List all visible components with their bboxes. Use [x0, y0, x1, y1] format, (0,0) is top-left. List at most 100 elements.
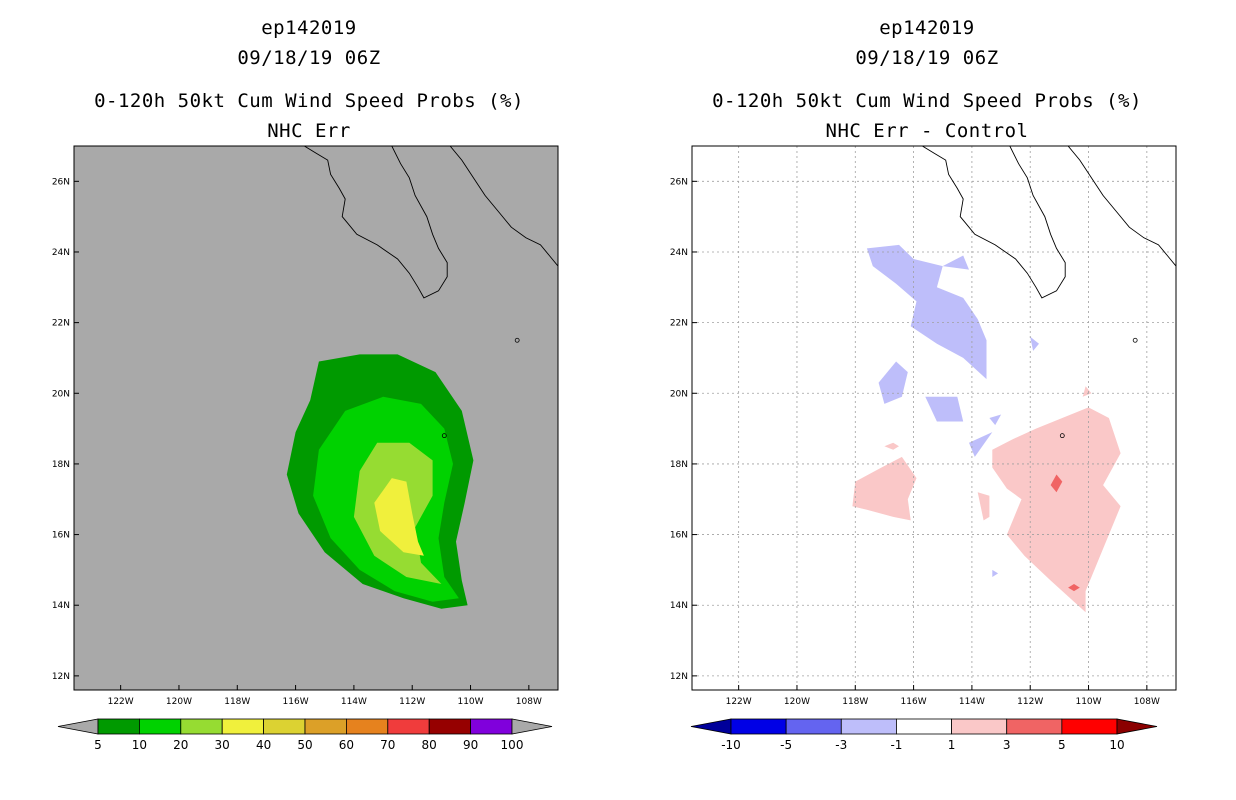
left-colorbar-swatch-2: [180, 718, 223, 735]
right-lon-label-7: 108W: [1134, 697, 1160, 707]
left-colorbar-swatch-5: [304, 718, 347, 735]
right-colorbar-label-5: 3: [1003, 738, 1011, 752]
left-colorbar-swatch-0: [97, 718, 140, 735]
right-colorbar-swatch-4: [951, 718, 1008, 735]
right-panel: ep142019 09/18/19 06Z 0-120h 50kt Cum Wi…: [618, 0, 1236, 800]
right-lon-label-3: 116W: [901, 697, 927, 707]
left-colorbar-label-2: 20: [173, 738, 188, 752]
right-colorbar-over: [1116, 718, 1158, 735]
right-map-svg: 122W 120W 118W 116W 114W 112W 110W 108W 26N 24N 22…: [670, 145, 1177, 752]
left-colorbar-swatch-6: [345, 718, 389, 735]
right-colorbar-swatch-6: [1061, 718, 1118, 735]
right-lat-label-6: 14N: [670, 601, 688, 611]
left-colorbar-label-8: 80: [422, 738, 437, 752]
left-plot-frame: [73, 145, 559, 691]
right-lat-label-7: 12N: [670, 672, 688, 682]
left-lon-label-1: 120W: [166, 697, 192, 707]
right-contour-1-9: [852, 456, 917, 521]
left-lon-label-2: 118W: [224, 697, 250, 707]
left-lat-label-4: 18N: [52, 460, 70, 470]
right-contour-1-11: [884, 442, 899, 450]
right-contour--3-1: [878, 361, 908, 404]
right-title-line-4: NHC Err - Control: [825, 120, 1029, 142]
right-contour--3-7: [992, 569, 999, 577]
right-colorbar-label-7: 10: [1109, 738, 1124, 752]
right-colorbar-swatch-1: [785, 718, 842, 735]
right-contour-1-12: [1082, 386, 1092, 397]
left-lat-label-0: 26N: [52, 177, 70, 187]
left-colorbar-label-9: 90: [463, 738, 478, 752]
right-contour--3-3: [969, 432, 993, 457]
right-colorbar-label-3: -1: [890, 738, 902, 752]
left-colorbar-label-10: 100: [501, 738, 524, 752]
left-colorbar: 5 10 20 30 40 50 60 70 80 90 100: [57, 718, 553, 752]
left-coastline-1: [449, 146, 558, 267]
left-island-1: [514, 337, 520, 343]
left-contour-30-3: [374, 478, 424, 556]
left-colorbar-label-6: 60: [339, 738, 354, 752]
right-lat-label-4: 18N: [670, 460, 688, 470]
left-colorbar-swatch-9: [470, 718, 513, 735]
left-title-line-2: 09/18/19 06Z: [237, 47, 381, 69]
right-lon-label-5: 112W: [1017, 697, 1043, 707]
right-colorbar-under: [690, 718, 732, 735]
right-plot-frame: [691, 145, 1177, 691]
right-island-0: [1059, 433, 1065, 439]
right-lon-label-2: 118W: [842, 697, 868, 707]
left-lat-label-2: 22N: [52, 319, 70, 329]
left-colorbar-swatch-3: [221, 718, 264, 735]
left-panel: ep142019 09/18/19 06Z 0-120h 50kt Cum Wi…: [52, 17, 559, 752]
right-colorbar-swatch-3: [896, 718, 952, 735]
left-lon-label-5: 112W: [399, 697, 425, 707]
left-colorbar-swatch-4: [263, 718, 306, 735]
left-lat-label-1: 24N: [52, 248, 70, 258]
right-colorbar-swatch-2: [840, 718, 897, 735]
left-lat-label-5: 16N: [52, 531, 70, 541]
right-lon-label-6: 110W: [1075, 697, 1101, 707]
right-lat-label-2: 22N: [670, 319, 688, 329]
left-title-line-1: ep142019: [261, 17, 357, 39]
right-contour--3-4: [942, 255, 969, 270]
right-contour--3-6: [989, 414, 1002, 426]
left-colorbar-label-0: 5: [94, 738, 102, 752]
left-island-0: [441, 433, 447, 439]
left-colorbar-label-5: 50: [297, 738, 312, 752]
left-colorbar-swatch-1: [138, 718, 182, 735]
right-colorbar-swatch-5: [1006, 718, 1063, 735]
left-lon-label-7: 108W: [516, 697, 542, 707]
right-lat-label-0: 26N: [670, 177, 688, 187]
left-lon-label-0: 122W: [108, 697, 134, 707]
right-contour-3-14: [1068, 584, 1080, 592]
left-lon-label-4: 114W: [341, 697, 367, 707]
right-lat-label-5: 16N: [670, 531, 688, 541]
left-lat-label-7: 12N: [52, 672, 70, 682]
left-map-svg: 122W 120W 118W 116W 114W 112W 110W 108W 26N 24N 22…: [52, 145, 559, 752]
right-colorbar-label-4: 1: [948, 738, 956, 752]
left-colorbar-label-7: 70: [380, 738, 395, 752]
left-colorbar-under: [57, 718, 99, 735]
left-colorbar-label-4: 40: [256, 738, 271, 752]
right-title-line-1: ep142019: [879, 17, 975, 39]
left-colorbar-over: [511, 718, 553, 735]
right-colorbar-label-6: 5: [1058, 738, 1066, 752]
right-colorbar-label-2: -3: [835, 738, 847, 752]
left-colorbar-swatch-7: [387, 718, 430, 735]
right-colorbar-swatch-0: [730, 718, 787, 735]
right-colorbar: -10 -5 -3 -1 1 3 5 10: [690, 718, 1158, 752]
right-title-line-3: 0-120h 50kt Cum Wind Speed Probs (%): [712, 90, 1142, 112]
right-contour--3-2: [925, 396, 964, 422]
right-contour--3-5: [1030, 336, 1039, 351]
left-colorbar-label-1: 10: [132, 738, 147, 752]
left-colorbar-swatch-8: [428, 718, 472, 735]
right-contour--3-0: [866, 244, 987, 380]
right-lat-label-1: 24N: [670, 248, 688, 258]
right-title-line-2: 09/18/19 06Z: [855, 47, 999, 69]
left-lon-label-6: 110W: [457, 697, 483, 707]
right-coastline-0: [922, 146, 1066, 299]
left-title-line-3: 0-120h 50kt Cum Wind Speed Probs (%): [94, 90, 524, 112]
left-colorbar-label-3: 30: [215, 738, 230, 752]
right-lat-label-3: 20N: [670, 389, 688, 399]
right-lon-label-4: 114W: [959, 697, 985, 707]
left-title-line-4: NHC Err: [267, 120, 351, 142]
right-colorbar-label-0: -10: [721, 738, 741, 752]
